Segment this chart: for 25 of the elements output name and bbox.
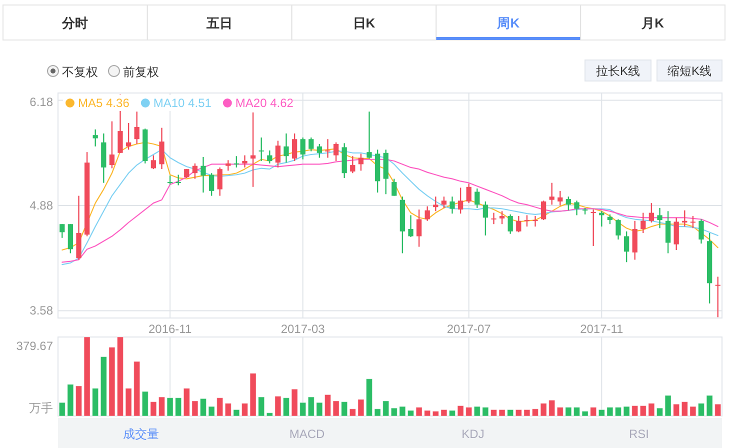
text: 五日 <box>206 16 233 30</box>
y-tick-label: 3.58 <box>30 304 54 318</box>
text: 不复权 <box>62 65 98 79</box>
y-tick-label: 6.18 <box>30 95 54 109</box>
legend-label: MA5 4.36 <box>78 96 130 110</box>
text: 日K <box>352 16 376 30</box>
text: 周K <box>496 16 520 30</box>
y-tick-label: 4.88 <box>30 198 54 212</box>
legend-label: MA10 4.51 <box>153 96 212 110</box>
text: 拉长K线 <box>596 64 640 78</box>
x-tick-label: 2016-11 <box>148 322 192 336</box>
x-tick-label: 2017-03 <box>280 322 326 336</box>
text: RSI <box>628 427 650 441</box>
legend-label: MA20 4.62 <box>235 96 294 110</box>
text: 万手 <box>29 401 53 415</box>
text: 分时 <box>61 16 88 30</box>
x-tick-label: 2017-11 <box>580 322 624 336</box>
text: 成交量 <box>123 427 159 441</box>
text: MACD <box>289 427 325 441</box>
text: 缩短K线 <box>667 64 712 78</box>
text: KDJ <box>462 427 484 441</box>
text: 月K <box>640 16 665 30</box>
x-tick-label: 2017-07 <box>446 322 492 336</box>
text: 379.67 <box>16 339 54 353</box>
text: 前复权 <box>123 65 159 79</box>
